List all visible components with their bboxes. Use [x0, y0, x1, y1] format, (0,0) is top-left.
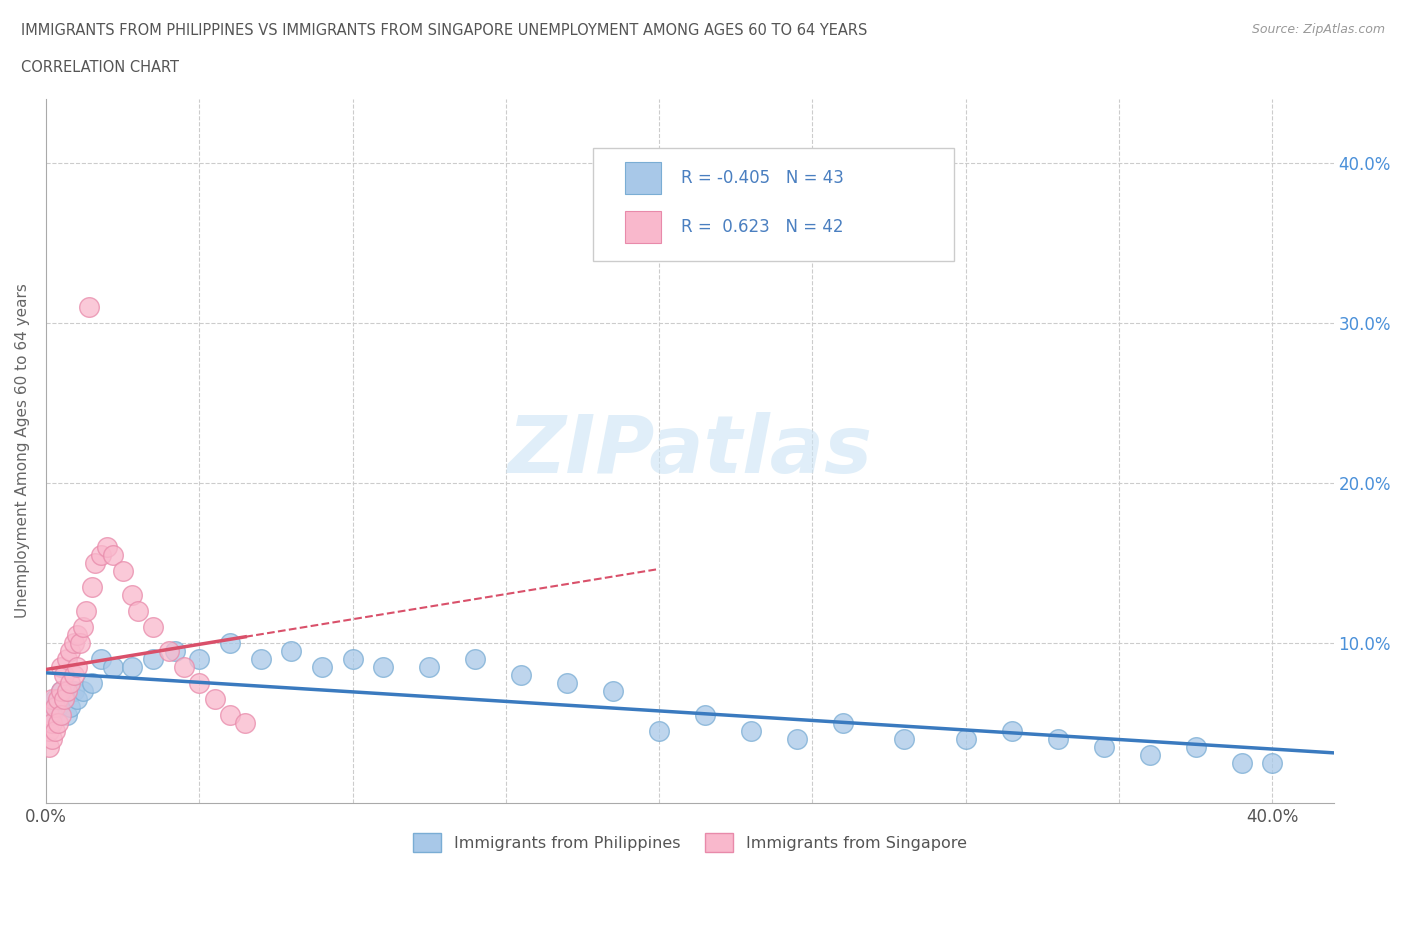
Point — [103, 547, 125, 562]
Point — [72, 684, 94, 698]
Point — [1046, 731, 1069, 746]
Point — [142, 619, 165, 634]
Point — [69, 635, 91, 650]
Point — [62, 684, 84, 698]
Point — [66, 691, 89, 706]
Point — [1092, 739, 1115, 754]
Point — [127, 604, 149, 618]
Point — [786, 731, 808, 746]
Point — [1139, 748, 1161, 763]
Point — [1184, 739, 1206, 754]
Point — [66, 659, 89, 674]
Point — [555, 675, 578, 690]
Text: IMMIGRANTS FROM PHILIPPINES VS IMMIGRANTS FROM SINGAPORE UNEMPLOYMENT AMONG AGES: IMMIGRANTS FROM PHILIPPINES VS IMMIGRANT… — [21, 23, 868, 38]
Point — [648, 724, 671, 738]
Point — [51, 684, 73, 698]
Point — [893, 731, 915, 746]
Point — [44, 691, 66, 706]
Text: Source: ZipAtlas.com: Source: ZipAtlas.com — [1251, 23, 1385, 36]
Point — [56, 708, 79, 723]
Point — [173, 659, 195, 674]
Point — [121, 587, 143, 602]
Point — [955, 731, 977, 746]
FancyBboxPatch shape — [593, 148, 953, 260]
Point — [38, 739, 60, 754]
Point — [44, 724, 66, 738]
Point — [740, 724, 762, 738]
Point — [96, 539, 118, 554]
Point — [832, 715, 855, 730]
Point — [53, 668, 76, 683]
Point — [80, 579, 103, 594]
Point — [51, 684, 73, 698]
Point — [46, 699, 69, 714]
Point — [1230, 755, 1253, 770]
Point — [418, 659, 440, 674]
Bar — [626, 162, 661, 193]
Point — [188, 651, 211, 666]
Point — [80, 675, 103, 690]
Point — [41, 715, 63, 730]
Point — [51, 659, 73, 674]
Point — [695, 708, 717, 723]
Text: R =  0.623   N = 42: R = 0.623 N = 42 — [681, 219, 844, 236]
Point — [46, 691, 69, 706]
Point — [72, 619, 94, 634]
Point — [90, 547, 112, 562]
Text: CORRELATION CHART: CORRELATION CHART — [21, 60, 179, 75]
Point — [1261, 755, 1284, 770]
Point — [1001, 724, 1024, 738]
Point — [66, 628, 89, 643]
Point — [41, 731, 63, 746]
Point — [90, 651, 112, 666]
Point — [62, 668, 84, 683]
Point — [204, 691, 226, 706]
Point — [219, 708, 242, 723]
Point — [342, 651, 364, 666]
Point — [464, 651, 486, 666]
Point — [53, 691, 76, 706]
Point — [41, 691, 63, 706]
Point — [53, 691, 76, 706]
Point — [75, 604, 97, 618]
Point — [38, 708, 60, 723]
Text: ZIPatlas: ZIPatlas — [508, 412, 872, 490]
Point — [59, 644, 82, 658]
Point — [84, 555, 107, 570]
Point — [373, 659, 395, 674]
Point — [56, 684, 79, 698]
Point — [103, 659, 125, 674]
Bar — [626, 211, 661, 243]
Point — [56, 651, 79, 666]
Point — [219, 635, 242, 650]
Point — [233, 715, 256, 730]
Point — [46, 715, 69, 730]
Point — [142, 651, 165, 666]
Point — [157, 644, 180, 658]
Point — [44, 699, 66, 714]
Point — [249, 651, 271, 666]
Point — [59, 699, 82, 714]
Point — [38, 699, 60, 714]
Point — [163, 644, 186, 658]
Point — [38, 724, 60, 738]
Y-axis label: Unemployment Among Ages 60 to 64 years: Unemployment Among Ages 60 to 64 years — [15, 284, 30, 618]
Point — [77, 299, 100, 314]
Point — [280, 644, 302, 658]
Point — [51, 708, 73, 723]
Text: R = -0.405   N = 43: R = -0.405 N = 43 — [681, 169, 844, 187]
Point — [121, 659, 143, 674]
Point — [188, 675, 211, 690]
Legend: Immigrants from Philippines, Immigrants from Singapore: Immigrants from Philippines, Immigrants … — [406, 827, 973, 858]
Point — [62, 635, 84, 650]
Point — [602, 684, 624, 698]
Point — [311, 659, 333, 674]
Point — [111, 564, 134, 578]
Point — [510, 668, 533, 683]
Point — [59, 675, 82, 690]
Point — [41, 708, 63, 723]
